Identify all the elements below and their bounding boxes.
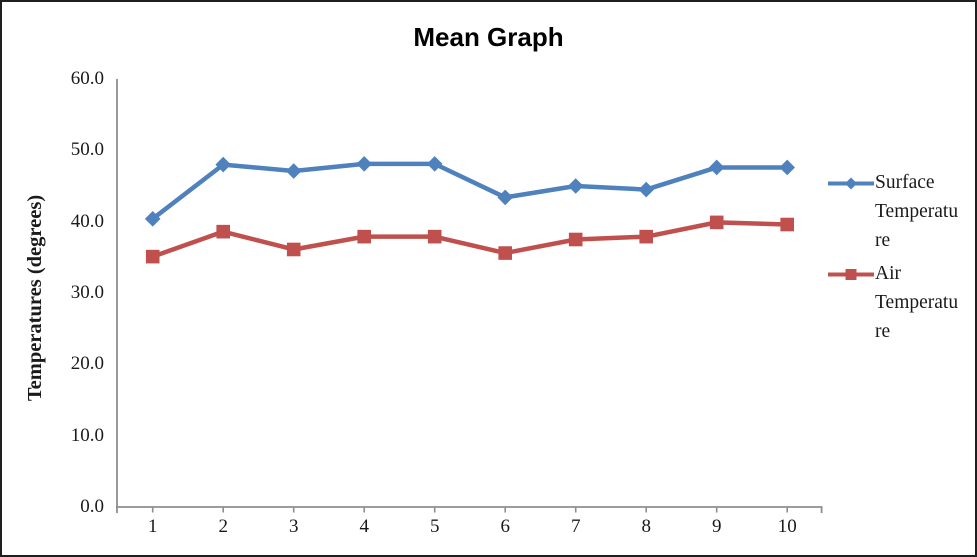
- data-point-surface-temperature-8: [638, 181, 654, 198]
- data-point-air-temperature-8: [639, 229, 653, 244]
- data-point-surface-temperature-2: [215, 156, 231, 173]
- data-point-air-temperature-3: [286, 242, 301, 257]
- data-point-surface-temperature-1: [144, 211, 161, 227]
- x-tick-label-9: 9: [711, 516, 722, 537]
- x-tick-label-6: 6: [500, 516, 510, 537]
- x-tick-label-7: 7: [570, 516, 581, 537]
- x-tick-label-10: 10: [777, 516, 797, 537]
- data-point-air-temperature-7: [568, 232, 583, 247]
- y-tick-label-30.0: 30.0: [70, 282, 104, 303]
- x-tick-label-1: 1: [147, 516, 158, 537]
- surface-temperature-legend-marker-icon: [828, 177, 874, 190]
- x-tick-label-4: 4: [359, 516, 369, 537]
- data-point-surface-temperature-10: [779, 159, 795, 176]
- data-point-surface-temperature-4: [356, 156, 372, 172]
- data-point-air-temperature-4: [357, 229, 371, 244]
- y-tick-label-10.0: 10.0: [70, 424, 104, 446]
- legend: Surface Temperature Air Temperature: [828, 168, 968, 346]
- series-line-surface-temperature: [150, 161, 790, 222]
- chart-title: Mean Graph: [413, 22, 564, 52]
- x-tick-label-5: 5: [429, 516, 440, 537]
- data-point-surface-temperature-6: [497, 189, 513, 206]
- data-point-surface-temperature-9: [708, 159, 725, 176]
- data-point-surface-temperature-5: [426, 156, 443, 172]
- data-point-surface-temperature-3: [285, 163, 302, 179]
- data-point-surface-temperature-7: [567, 178, 584, 194]
- x-tick-label-3: 3: [288, 516, 299, 537]
- y-tick-label-50.0: 50.0: [70, 139, 104, 161]
- series-line-air-temperature: [150, 220, 790, 259]
- legend-label-air-temperature: Air Temperature: [875, 263, 959, 342]
- data-point-air-temperature-9: [709, 215, 724, 230]
- x-tick-label-8: 8: [641, 516, 651, 537]
- data-point-air-temperature-10: [780, 217, 794, 232]
- x-tick-label-2: 2: [218, 516, 228, 537]
- y-tick-label-60.0: 60.0: [70, 68, 104, 89]
- data-point-air-temperature-2: [216, 224, 230, 239]
- legend-item-surface-temperature: Surface Temperature: [828, 168, 968, 255]
- air-temperature-legend-marker-icon: [828, 269, 874, 280]
- y-tick-label-40.0: 40.0: [70, 210, 104, 232]
- data-point-air-temperature-5: [427, 229, 442, 244]
- data-point-air-temperature-1: [145, 249, 160, 264]
- legend-item-air-temperature: Air Temperature: [828, 259, 968, 346]
- y-tick-label-20.0: 20.0: [70, 353, 104, 375]
- legend-label-surface-temperature: Surface Temperature: [875, 172, 959, 251]
- data-point-air-temperature-6: [498, 246, 512, 260]
- y-tick-label-0.0: 0.0: [80, 496, 104, 517]
